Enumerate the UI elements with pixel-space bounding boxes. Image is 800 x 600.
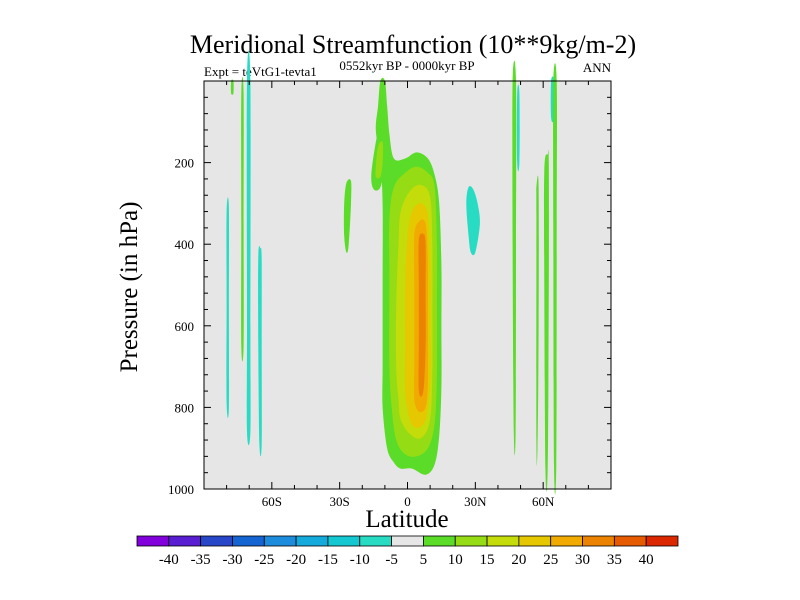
contour-region-thin-neg-80S <box>226 197 230 418</box>
colorbar-label: 40 <box>639 552 654 568</box>
y-tick-label: 600 <box>175 319 195 334</box>
colorbar-swatch <box>295 535 329 547</box>
colorbar-label: -35 <box>191 552 211 568</box>
colorbar-label: 25 <box>543 552 558 568</box>
x-tick-label: 60N <box>532 494 555 509</box>
colorbar-label: -30 <box>222 552 242 568</box>
colorbar-swatch <box>582 535 615 547</box>
colorbar-swatch <box>486 535 520 547</box>
colorbar-labels: -40 -35 -30 -25 -20 -15 -10 -5 5 10 15 20 25 30 35 40 <box>159 552 654 568</box>
colorbar-label: -25 <box>254 552 274 568</box>
colorbar-swatch <box>200 535 233 547</box>
colorbar-swatch <box>168 535 202 547</box>
contour-region-thin-pos-78S <box>230 79 234 95</box>
colorbar-swatch <box>423 535 456 547</box>
colorbar-label: 20 <box>511 552 526 568</box>
colorbar-label: -20 <box>286 552 306 568</box>
period-label: 0552kyr BP - 0000kyr BP <box>339 58 474 73</box>
colorbar-label: 30 <box>575 552 590 568</box>
y-tick-label: 200 <box>175 156 195 171</box>
colorbar-swatch <box>232 535 265 547</box>
contour-region-negative-patch-28N <box>466 185 480 256</box>
experiment-label: Expt = teVtG1-tevta1 <box>204 64 317 79</box>
colorbar-swatch <box>327 535 361 547</box>
y-tick-label: 1000 <box>168 482 194 497</box>
contour-region-thin-pos-73S <box>241 76 244 362</box>
contour-regions <box>226 50 557 495</box>
contour-region-positive-band-30-35 <box>418 233 426 397</box>
contour-region-upper-left-core <box>375 141 384 179</box>
contour-region-thin-pos-61N <box>543 149 549 492</box>
colorbar-swatch <box>454 535 488 547</box>
contour-region-thin-neg-65S <box>258 245 262 457</box>
colorbar-swatch <box>136 535 170 547</box>
x-tick-label: 30N <box>464 494 487 509</box>
contour-region-thin-pos-65N <box>553 63 557 495</box>
colorbar-label: -40 <box>159 552 179 568</box>
colorbar-swatch <box>613 535 647 547</box>
colorbar-swatch <box>550 535 583 547</box>
colorbar <box>136 535 679 547</box>
colorbar-swatch <box>391 535 424 547</box>
colorbar-label: 35 <box>607 552 622 568</box>
contour-region-thin-neg-50N <box>516 84 520 172</box>
season-label: ANN <box>583 60 612 75</box>
colorbar-swatch <box>645 535 679 547</box>
colorbar-label: -15 <box>318 552 338 568</box>
colorbar-swatch <box>359 535 392 547</box>
colorbar-label: 15 <box>480 552 495 568</box>
colorbar-swatch <box>263 535 297 547</box>
colorbar-label: -5 <box>385 552 398 568</box>
contour-region-thin-pos-58N <box>536 175 539 466</box>
x-axis-label: Latitude <box>365 506 448 533</box>
y-axis: 200 400 600 800 1000 <box>168 80 611 497</box>
y-axis-label: Pressure (in hPa) <box>116 202 143 373</box>
x-tick-label: 60S <box>262 494 282 509</box>
contour-region-thin-neg-71S <box>246 50 251 446</box>
colorbar-swatch <box>518 535 552 547</box>
colorbar-label: 5 <box>420 552 428 568</box>
contour-region-midlat-south-patch <box>343 179 352 253</box>
chart-title: Meridional Streamfunction (10**9kg/m-2) <box>190 30 636 59</box>
y-tick-label: 400 <box>175 237 195 252</box>
x-tick-label: 30S <box>330 494 350 509</box>
contour-region-thin-pos-47N <box>512 60 517 456</box>
x-tick-label: 0 <box>404 494 411 509</box>
x-axis: 60S 30S 0 30N 60N <box>203 81 612 509</box>
colorbar-label: 10 <box>448 552 463 568</box>
colorbar-label: -10 <box>350 552 370 568</box>
y-tick-label: 800 <box>175 400 195 415</box>
